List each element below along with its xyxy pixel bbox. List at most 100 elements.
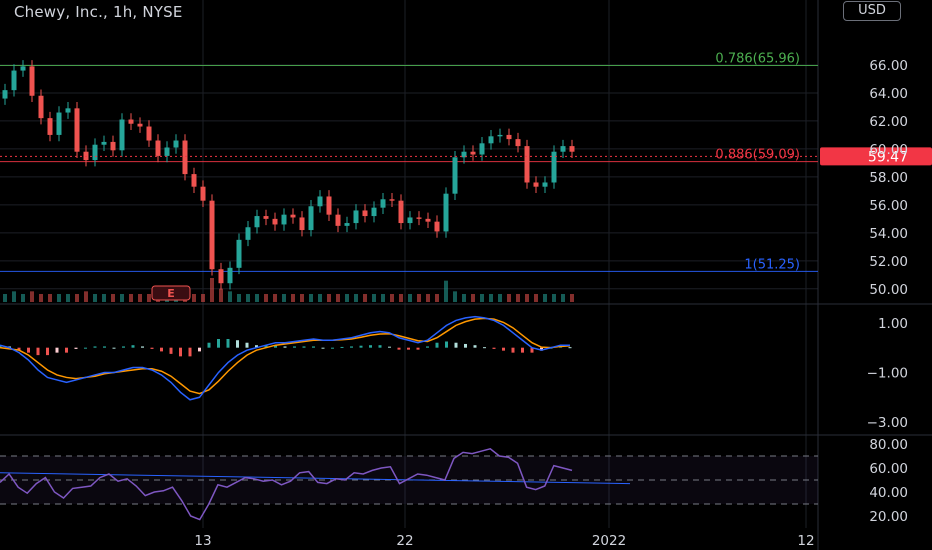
candle-body (308, 206, 314, 231)
price-tick-label: 50.00 (869, 282, 908, 298)
macd-histogram-bar (217, 339, 220, 348)
macd-histogram-bar (369, 345, 372, 348)
candle-body (29, 66, 35, 96)
candle-body (389, 199, 395, 201)
candle-body (11, 70, 17, 91)
rsi-tick-label: 40.00 (869, 485, 908, 501)
macd-histogram-bar (131, 345, 135, 348)
volume-bar (480, 294, 484, 302)
volume-bar (462, 294, 466, 302)
volume-bar (408, 294, 412, 302)
candle-body (173, 140, 179, 148)
volume-bar (147, 294, 151, 302)
last-price-badge (820, 147, 932, 166)
price-axis[interactable]: 59.47 50.00 52.00 54.00 56.00 58.00 60.00 62.00… (820, 58, 932, 525)
macd-histogram-bar (122, 346, 125, 348)
candle-body (569, 146, 575, 152)
rsi-tick-label: 80.00 (869, 437, 908, 453)
macd-histogram-bar (169, 347, 173, 354)
fib-levels: 0.786(65.96) 0.886(59.09) 1(51.25) (0, 52, 818, 272)
chart-title: Chewy, Inc., 1h, NYSE (14, 3, 183, 21)
fib-label: 0.786(65.96) (715, 52, 800, 67)
volume-bar (471, 294, 475, 302)
candle-body (470, 151, 476, 155)
macd-histogram-bar (103, 346, 106, 348)
volume-bar (390, 294, 394, 302)
volume-bar (219, 288, 223, 302)
volume-bar (264, 294, 268, 302)
candle-body (263, 216, 269, 219)
volume-bar (120, 294, 124, 302)
earnings-badge (151, 285, 191, 301)
macd-histogram-bar (65, 347, 68, 353)
volume-bar (363, 294, 367, 302)
candle-body (488, 136, 494, 144)
volume-bar (192, 294, 196, 302)
macd-histogram-bar (36, 347, 40, 356)
macd-histogram-bar (17, 347, 21, 351)
volume-bar (75, 294, 79, 302)
volume-bar (129, 294, 133, 302)
volume-bar (138, 294, 142, 302)
earnings-letter: E (167, 287, 175, 300)
macd-histogram-bar (378, 345, 382, 348)
candle-body (2, 90, 8, 99)
volume-bar (111, 294, 115, 302)
price-tick-label: 56.00 (869, 198, 908, 214)
candle-body (461, 151, 467, 158)
candle-body (506, 134, 512, 140)
candle-body (245, 227, 251, 240)
candle-body (479, 143, 485, 155)
volume-bar (453, 291, 457, 302)
macd-histogram-bar (236, 340, 239, 348)
volume-bar (246, 294, 250, 302)
time-axis[interactable]: 13 22 2022 12 (194, 533, 814, 549)
candle-body (542, 182, 548, 187)
volume-bar (57, 294, 61, 302)
macd-histogram-bar (416, 347, 420, 350)
candle-body (335, 214, 341, 226)
candle-body (497, 134, 503, 137)
macd-tick-label: −1.00 (867, 365, 908, 381)
macd-histogram-bar (226, 339, 230, 348)
volume-bar (309, 294, 313, 302)
fib-label: 0.886(59.09) (715, 148, 800, 163)
candle-body (560, 146, 566, 152)
volume-bar (228, 291, 232, 302)
candle-body (353, 210, 359, 224)
earnings-marker[interactable]: E (151, 285, 191, 301)
macd-histogram-bar (160, 347, 163, 352)
volume-bar (336, 294, 340, 302)
candle-body (344, 223, 350, 226)
rsi-panel (0, 447, 818, 521)
candle-body (200, 186, 206, 201)
price-tick-label: 54.00 (869, 226, 908, 242)
candle-body (128, 119, 134, 124)
candle-body (515, 139, 521, 147)
macd-histogram-bar (283, 346, 287, 348)
macd-histogram-bar (445, 341, 448, 348)
candle-body (524, 146, 530, 183)
volume-bar (354, 294, 358, 302)
volume-bar (498, 294, 502, 302)
candle-body (425, 218, 431, 222)
macd-histogram-bar (359, 345, 363, 348)
volume-bar (507, 294, 511, 302)
rsi-tick-label: 60.00 (869, 461, 908, 477)
macd-histogram-bar (84, 347, 87, 349)
candle-body (218, 269, 224, 284)
candle-body (164, 147, 170, 156)
candle-body (74, 108, 80, 152)
volume-bar (399, 294, 403, 302)
candle-body (281, 214, 287, 225)
volume-bar (255, 294, 259, 302)
volume-bar (543, 294, 547, 302)
candle-body (272, 218, 278, 225)
macd-histogram-bar (473, 345, 477, 348)
candle-body (416, 217, 422, 219)
macd-histogram-bar (340, 346, 344, 348)
currency-button[interactable]: USD (843, 1, 901, 21)
candle-body (533, 182, 539, 187)
